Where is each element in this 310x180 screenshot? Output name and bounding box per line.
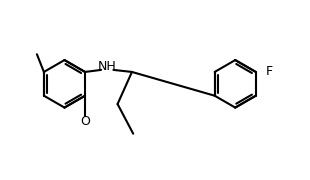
Text: O: O xyxy=(80,115,90,128)
Text: F: F xyxy=(265,66,272,78)
Text: NH: NH xyxy=(97,60,116,73)
